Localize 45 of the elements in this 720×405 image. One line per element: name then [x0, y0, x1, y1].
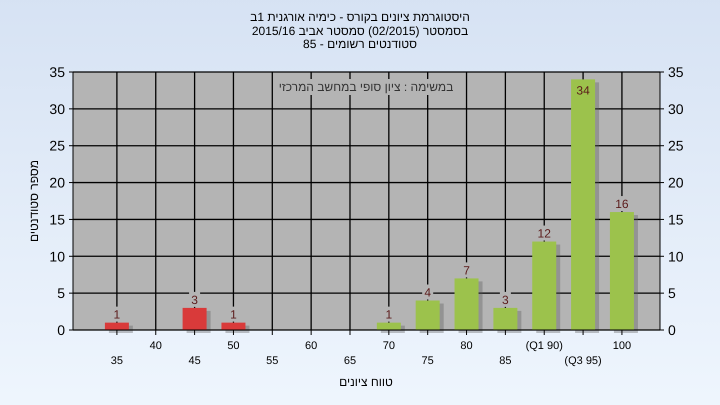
- data-label: 7: [463, 263, 470, 278]
- y2-tick-label: 5: [668, 285, 676, 302]
- data-label: 4: [424, 286, 432, 300]
- y-tick-label: 30: [49, 100, 66, 117]
- y-tick-label: 20: [49, 174, 66, 191]
- chart-subtitle: בסמסטר (02/2015) סמסטר אביב 2015/16 סטודנטים רשומים - 85: [252, 24, 468, 51]
- x-tick-label: 80: [460, 340, 473, 352]
- y-tick-label: 25: [49, 138, 66, 154]
- x-tick-label: (Q1 90): [526, 340, 563, 352]
- x-tick-label: 50: [227, 340, 240, 352]
- y-tick-label: 15: [49, 211, 66, 228]
- data-label: 1: [230, 308, 238, 322]
- x-tick-label: 70: [382, 340, 395, 352]
- x-tick-label: 65: [344, 355, 356, 367]
- x-tick-label: 35: [110, 355, 124, 367]
- x-tick-label: 75: [422, 355, 434, 367]
- x-axis-title: טווח ציונים: [339, 375, 394, 389]
- x-tick-label: 85: [499, 355, 512, 367]
- x-tick-label: (Q3 95): [564, 355, 602, 367]
- annotation: במשימה : ציון סופי במחשב המרכזי: [278, 80, 454, 94]
- data-label: 1: [114, 308, 121, 322]
- data-label: 34: [576, 83, 590, 98]
- x-tick-label: 100: [612, 340, 632, 352]
- x-tick-label: 45: [188, 355, 201, 367]
- chart-title: היסטוגרמת ציונים בקורס - כימיה אורגנית 1ב: [250, 10, 470, 24]
- data-label: 3: [502, 292, 510, 307]
- y2-tick-label: 20: [668, 174, 684, 191]
- x-tick-label: 60: [305, 340, 318, 352]
- y-tick-label: 5: [57, 285, 66, 302]
- data-label: 16: [615, 197, 629, 212]
- y-axis-title: מספר סטודנטים: [27, 160, 41, 242]
- y2-tick-label: 25: [668, 138, 684, 154]
- x-tick-label: 55: [266, 355, 278, 367]
- data-label: 3: [191, 292, 198, 307]
- y-tick-label: 10: [49, 248, 66, 264]
- y2-tick-label: 15: [668, 211, 684, 228]
- y2-tick-label: 10: [668, 248, 684, 264]
- data-label: 12: [538, 226, 552, 241]
- y2-tick-label: 35: [668, 64, 684, 80]
- x-tick-label: 40: [150, 340, 162, 352]
- y-tick-label: 35: [49, 64, 66, 80]
- y-tick-label: 0: [57, 322, 66, 338]
- data-label: 1: [385, 308, 392, 322]
- y2-tick-label: 0: [668, 322, 676, 338]
- y2-tick-label: 30: [668, 100, 684, 117]
